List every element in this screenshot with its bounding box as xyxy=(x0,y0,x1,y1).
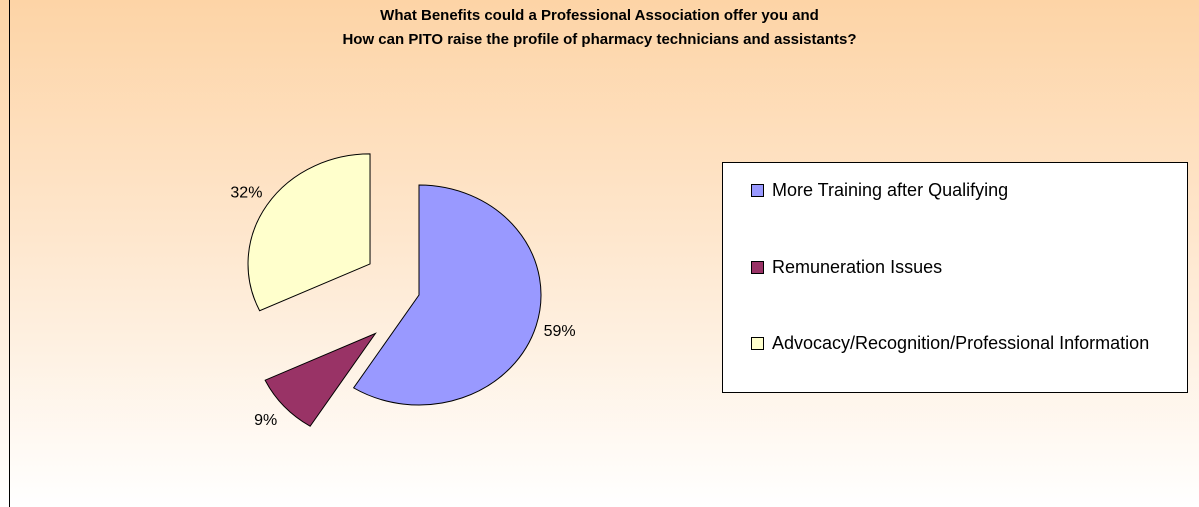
data-label: 59% xyxy=(544,323,576,340)
data-label: 32% xyxy=(230,184,262,201)
chart-frame xyxy=(9,0,1199,507)
legend-item: More Training after Qualifying xyxy=(751,177,1171,203)
legend-label: More Training after Qualifying xyxy=(772,180,1009,200)
legend-swatch xyxy=(751,184,764,197)
legend-item: Remuneration Issues xyxy=(751,254,1171,280)
pie-slice xyxy=(352,184,542,406)
legend-swatch xyxy=(751,337,764,350)
legend-swatch xyxy=(751,261,764,274)
data-label: 9% xyxy=(254,412,277,429)
legend: More Training after Qualifying Remunerati… xyxy=(722,162,1188,393)
pie-slice xyxy=(264,332,377,427)
pie-slice xyxy=(247,153,371,312)
chart-title: What Benefits could a Professional Assoc… xyxy=(342,7,857,48)
legend-label: Advocacy/Recognition/Professional Inform… xyxy=(772,333,1150,353)
legend-label: Remuneration Issues xyxy=(772,257,943,277)
legend-item: Advocacy/Recognition/Professional Inform… xyxy=(751,330,1171,356)
